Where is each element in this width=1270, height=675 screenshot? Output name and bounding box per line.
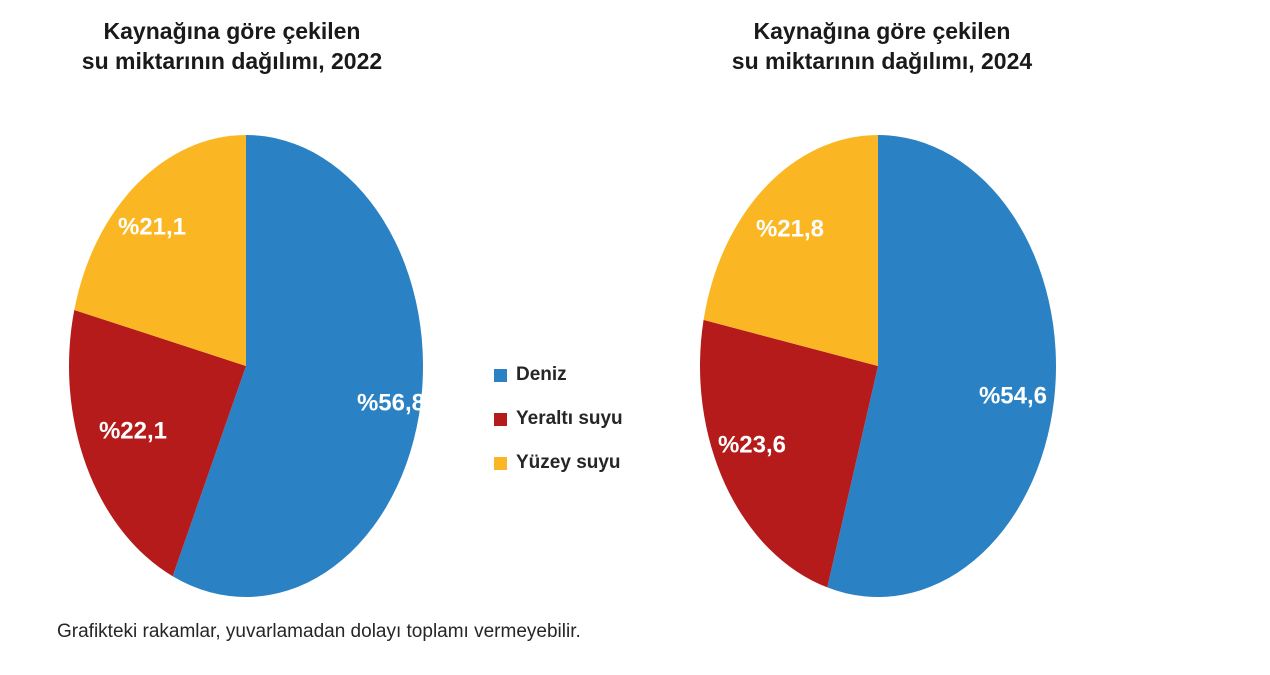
pie-slice-deniz [172, 135, 424, 597]
pie-chart-2022: %56,8 %22,1 %21,1 [69, 135, 425, 597]
pie-slice-yeralti-suyu [700, 319, 878, 588]
pie-2024-title-line1: Kaynağına göre çekilen [753, 18, 1011, 44]
legend-color-swatch-yuzey-suyu [494, 456, 507, 470]
pie-value-label-yuzey-suyu: %21,8 [756, 216, 824, 243]
pie-2022-title-line1: Kaynağına göre çekilen [103, 18, 361, 44]
pie-2024-title: Kaynağına göre çekilen su miktarının dağ… [687, 16, 1077, 76]
pie-2022-title: Kaynağına göre çekilen su miktarının dağ… [37, 16, 427, 76]
legend-item-yeralti-suyu: Yeraltı suyu [494, 407, 623, 431]
legend-label-yeralti-suyu: Yeraltı suyu [516, 408, 623, 429]
pie-value-label-yeralti-suyu: %23,6 [718, 432, 786, 459]
legend: Deniz Yeraltı suyu Yüzey suyu [494, 363, 623, 475]
legend-label-yuzey-suyu: Yüzey suyu [516, 452, 621, 473]
legend-item-deniz: Deniz [494, 363, 623, 387]
footnote: Grafikteki rakamlar, yuvarlamadan dolayı… [57, 621, 581, 642]
pie-slice-yeralti-suyu [69, 309, 246, 577]
pie-slice-deniz [827, 135, 1056, 597]
legend-color-swatch-yeralti-suyu [494, 412, 507, 426]
legend-label-deniz: Deniz [516, 364, 567, 385]
pie-slice-yuzey-suyu [703, 135, 878, 366]
pie-value-label-yuzey-suyu: %21,1 [118, 214, 186, 241]
pie-chart-2024: %54,6 %23,6 %21,8 [700, 135, 1056, 597]
pie-value-label-yeralti-suyu: %22,1 [99, 418, 167, 445]
pie-value-label-deniz: %54,6 [979, 383, 1047, 410]
pie-slice-yuzey-suyu [74, 135, 246, 366]
pie-value-label-deniz: %56,8 [357, 390, 425, 417]
pie-2024-title-line2: su miktarının dağılımı, 2024 [731, 48, 1033, 74]
legend-color-swatch-deniz [494, 368, 507, 382]
pie-2022-title-line2: su miktarının dağılımı, 2022 [81, 48, 383, 74]
legend-item-yuzey-suyu: Yüzey suyu [494, 451, 623, 475]
